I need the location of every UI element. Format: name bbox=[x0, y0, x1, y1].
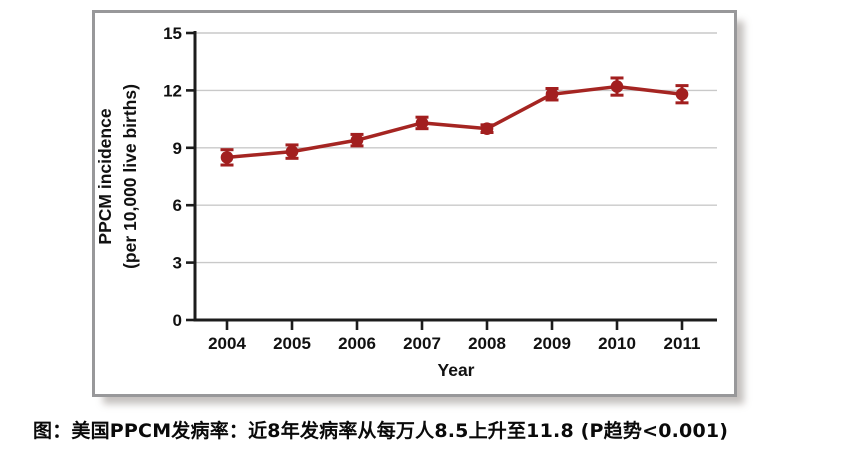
figure-frame: 0 3 6 9 12 15 2004 2005 2006 2007 2008 2009 2010 2011… bbox=[92, 10, 737, 397]
x-tick-label-2010: 2010 bbox=[598, 334, 636, 353]
x-tick-label-2004: 2004 bbox=[208, 334, 246, 353]
x-tick-label-2009: 2009 bbox=[533, 334, 571, 353]
data-point-2007 bbox=[415, 116, 429, 130]
ppcm-incidence-line-chart: 0 3 6 9 12 15 2004 2005 2006 2007 2008 2009 2010 2011… bbox=[95, 24, 717, 380]
y-axis-title-line2: (per 10,000 live births) bbox=[120, 84, 140, 269]
y-tick-label-0: 0 bbox=[173, 311, 182, 330]
data-point-2006 bbox=[350, 133, 364, 147]
x-tick-label-2011: 2011 bbox=[664, 334, 701, 353]
x-tick-label-2005: 2005 bbox=[273, 334, 311, 353]
series-line bbox=[225, 84, 684, 160]
x-tick-label-2006: 2006 bbox=[338, 334, 376, 353]
x-tick-label-2008: 2008 bbox=[468, 334, 506, 353]
data-point-2005 bbox=[285, 145, 299, 158]
y-tick-label-12: 12 bbox=[163, 81, 182, 100]
y-tick-label-3: 3 bbox=[173, 254, 182, 273]
data-point-2011 bbox=[675, 87, 689, 101]
y-tick-label-9: 9 bbox=[173, 139, 182, 158]
data-point-2008 bbox=[480, 122, 494, 135]
x-tick-label-2007: 2007 bbox=[403, 334, 441, 353]
y-tick-label-15: 15 bbox=[163, 24, 182, 43]
y-axis-title-line1: PPCM incidence bbox=[95, 108, 115, 244]
x-axis-title: Year bbox=[438, 360, 475, 380]
data-point-2004 bbox=[220, 151, 234, 164]
data-point-2009 bbox=[545, 87, 559, 101]
y-tick-label-6: 6 bbox=[173, 196, 182, 215]
figure-caption: 图：美国PPCM发病率：近8年发病率从每万人8.5上升至11.8 (P趋势<0.… bbox=[33, 420, 729, 442]
data-point-2010 bbox=[610, 80, 624, 93]
